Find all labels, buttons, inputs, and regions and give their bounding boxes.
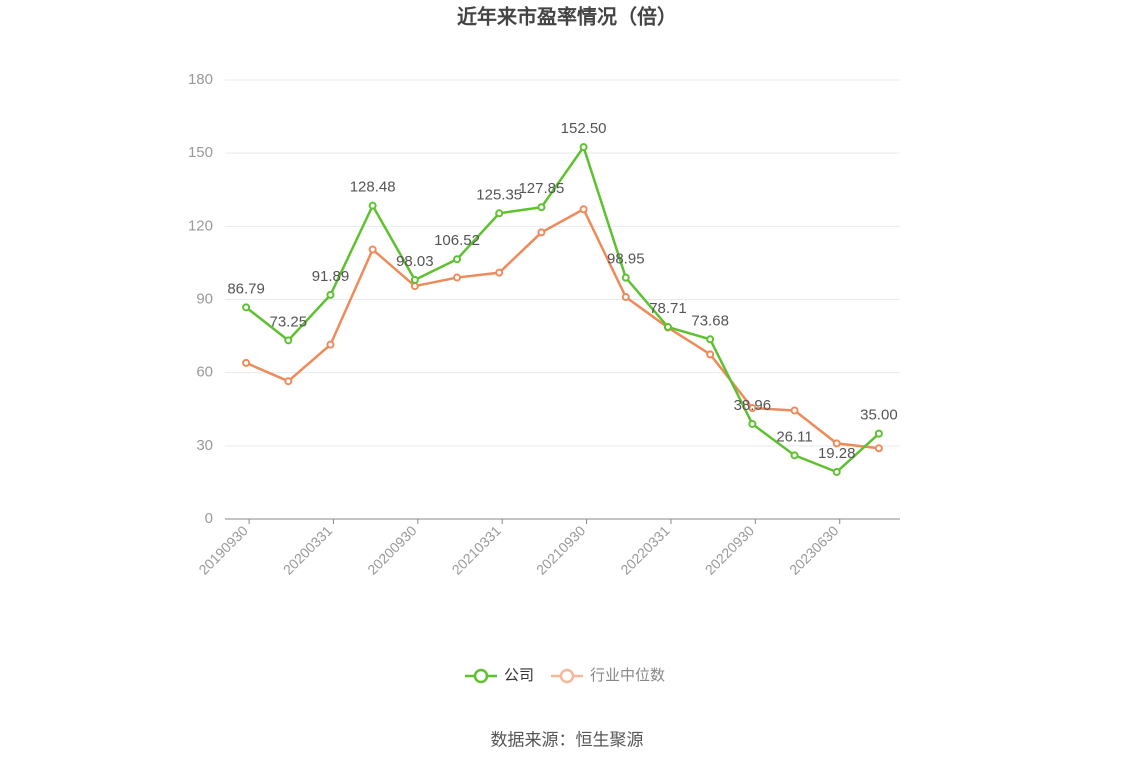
data-label: 78.71 [649,300,687,317]
data-label: 73.25 [270,313,308,330]
y-tick-label: 30 [196,437,213,454]
x-tick-label: 20200331 [280,522,336,578]
point [748,404,757,413]
data-label: 128.48 [350,179,396,196]
data-label: 98.03 [396,253,434,270]
point [453,255,462,264]
legend-label: 公司 [504,667,534,684]
point [410,282,419,291]
x-tick-label: 20230630 [786,522,842,578]
point [284,336,293,345]
point [368,201,377,210]
point [790,406,799,415]
point [706,350,715,359]
source: 数据来源：恒生聚源 [491,730,644,749]
y-tick-label: 120 [188,217,213,234]
data-label: 35.00 [860,407,898,424]
point [284,377,293,386]
point [326,290,335,299]
data-label: 98.95 [607,251,645,268]
x-tick-label: 20200930 [364,522,420,578]
point [706,335,715,344]
x-tick-label: 20190930 [195,522,251,578]
y-tick-label: 150 [188,144,213,161]
point [621,273,630,282]
data-label: 73.68 [691,312,729,329]
data-label: 86.79 [227,280,265,297]
point [326,340,335,349]
point [621,293,630,302]
y-tick-label: 90 [196,290,213,307]
legend-swatch [473,668,489,684]
data-label: 152.50 [561,120,607,137]
data-label: 38.96 [734,397,772,414]
point [790,451,799,460]
x-tick-label: 20220930 [702,522,758,578]
point [242,358,251,367]
point [495,268,504,277]
data-label: 26.11 [776,428,812,445]
y-tick-label: 0 [205,510,213,527]
data-label: 125.35 [476,186,522,203]
point [832,467,841,476]
x-tick-label: 20210930 [533,522,589,578]
point [874,429,883,438]
point [748,419,757,428]
point [663,323,672,332]
data-label: 106.52 [434,232,480,249]
point [368,245,377,254]
point [579,143,588,152]
y-tick-label: 180 [188,71,213,88]
point [453,273,462,282]
point [537,228,546,237]
x-tick-label: 20210331 [449,522,505,578]
legend-swatch [559,668,575,684]
chart-title: 近年来市盈率情况（倍） [457,4,677,28]
series-line [245,144,880,474]
data-label: 19.28 [818,445,856,462]
series-line [245,207,880,450]
y-tick-label: 60 [196,364,213,381]
point [495,209,504,218]
point [579,205,588,214]
data-label: 127.85 [518,180,564,197]
point [874,444,883,453]
point [537,203,546,212]
data-label: 91.89 [312,268,350,285]
point [410,275,419,284]
point [242,303,251,312]
x-tick-label: 20220331 [617,522,673,578]
point [832,439,841,448]
legend-label: 行业中位数 [590,667,665,684]
